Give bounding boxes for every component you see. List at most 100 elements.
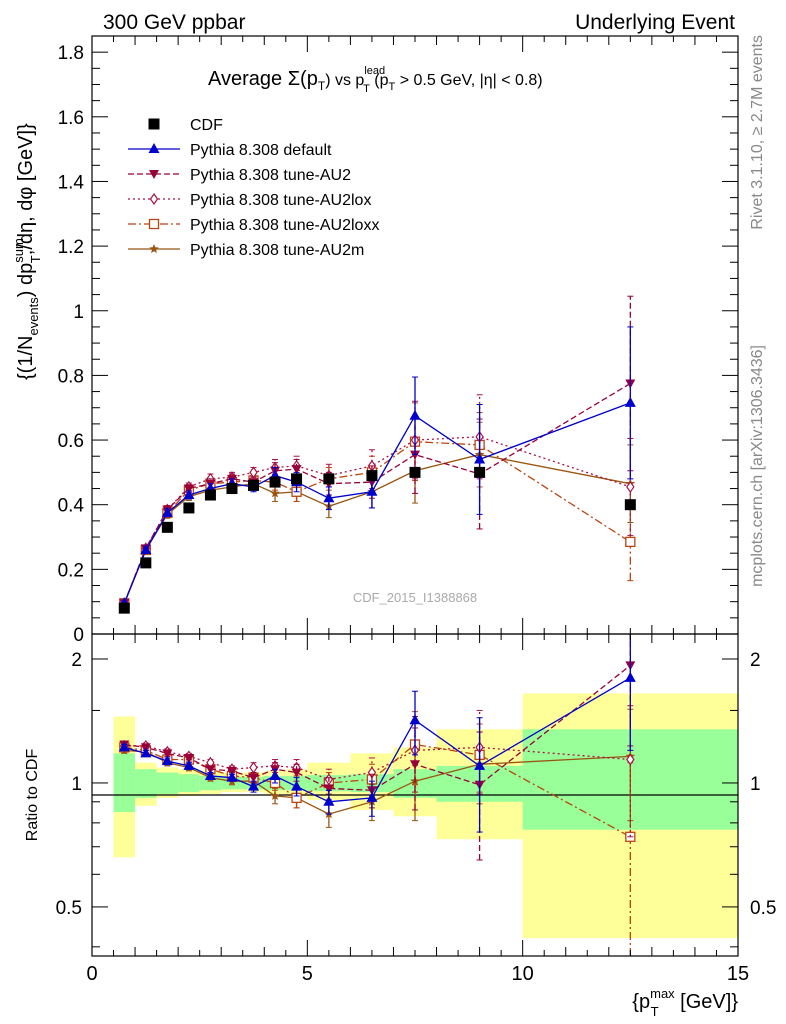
legend-entry-cdf: CDF xyxy=(148,117,223,134)
main-series xyxy=(118,295,636,614)
legend-label-au2loxx: Pythia 8.308 tune-AU2loxx xyxy=(190,217,379,234)
legend-label-au2m: Pythia 8.308 tune-AU2m xyxy=(190,242,364,259)
ratio-xtick-label: 10 xyxy=(512,963,534,985)
main-point-au2loxx xyxy=(625,536,636,548)
main-point-cdf xyxy=(323,473,335,485)
main-ytick-label: 0.6 xyxy=(58,431,84,452)
ratio-ytick-label: 1 xyxy=(71,774,82,795)
main-series-cdf xyxy=(118,466,636,614)
main-point-cdf xyxy=(248,479,259,491)
main-frame xyxy=(91,35,739,635)
main-ytick-label: 1.4 xyxy=(58,172,85,193)
legend-marker-au2m xyxy=(149,244,159,253)
main-point-default xyxy=(624,396,636,407)
main-line-default xyxy=(123,402,631,604)
ratio-point-default xyxy=(269,769,281,780)
main-panel: 0 0.2 0.4 0.6 0.8 1 1.2 1.4 1.6 1.8 CDF_2015_I138… xyxy=(11,35,739,646)
legend-entry-au2m: Pythia 8.308 tune-AU2m xyxy=(128,242,364,259)
main-point-default xyxy=(323,492,335,503)
ratio-ticks xyxy=(91,634,739,956)
ratio-ytick-label: 2 xyxy=(71,650,82,671)
ratio-point-default xyxy=(226,771,238,782)
legend-entry-au2loxx: Pythia 8.308 tune-AU2loxx xyxy=(128,217,379,234)
ratio-bands xyxy=(113,693,738,939)
legend-marker-au2 xyxy=(149,170,159,179)
ratio-point-au2lox xyxy=(249,761,258,774)
ratio-band-inner xyxy=(135,769,157,798)
main-ytick-label: 1 xyxy=(73,302,84,323)
ratio-series xyxy=(118,633,636,957)
main-line-au2loxx xyxy=(123,441,631,604)
main-point-default xyxy=(140,543,152,554)
main-point-default xyxy=(183,489,195,500)
main-point-default xyxy=(474,453,486,464)
ratio-point-default xyxy=(323,795,335,806)
main-point-cdf xyxy=(291,473,303,485)
main-point-cdf xyxy=(269,476,281,488)
watermark: CDF_2015_I1388868 xyxy=(353,590,477,605)
main-series-au2lox xyxy=(120,394,635,610)
main-ytick-label: 1.8 xyxy=(58,43,84,64)
legend-entry-default: Pythia 8.308 default xyxy=(128,142,332,159)
header-left: 300 GeV ppbar xyxy=(103,11,245,34)
ratio-point-default xyxy=(474,759,486,770)
main-line-au2lox xyxy=(123,436,631,604)
main-point-cdf xyxy=(118,602,130,614)
ratio-point-au2 xyxy=(183,753,194,763)
mcplots-label: mcplots.cern.ch [arXiv:1306.3436] xyxy=(749,345,766,587)
main-point-cdf xyxy=(161,521,173,533)
main-series-au2 xyxy=(119,295,636,609)
ratio-point-default xyxy=(183,759,195,770)
ratio-tick-labels: 0.5 0.5 1 1 2 2 0 5 10 15 xyxy=(56,650,777,985)
main-series-au2m xyxy=(119,421,636,608)
ratio-point-au2 xyxy=(248,773,259,783)
ratio-band-inner xyxy=(113,753,136,813)
main-point-default xyxy=(366,485,378,496)
ratio-xtick-label: 0 xyxy=(86,963,97,985)
main-point-cdf xyxy=(624,499,636,511)
ratio-point-default xyxy=(161,755,173,766)
legend-marker-au2loxx xyxy=(148,218,160,230)
ratio-xtick-label: 15 xyxy=(727,963,749,985)
main-series-au2loxx xyxy=(119,402,636,609)
ratio-point-default xyxy=(204,769,216,780)
ratio-point-au2 xyxy=(291,768,302,778)
ratio-point-au2 xyxy=(226,766,237,776)
main-point-cdf xyxy=(409,466,421,478)
ratio-ytick-label-right: 0.5 xyxy=(750,898,776,919)
main-ytick-label: 1.6 xyxy=(58,108,84,129)
ratio-point-default xyxy=(140,747,152,758)
legend-entry-au2: Pythia 8.308 tune-AU2 xyxy=(128,167,351,184)
ratio-band-inner xyxy=(156,772,179,795)
main-point-cdf xyxy=(204,489,216,501)
main-ytick-labels: 0 0.2 0.4 0.6 0.8 1 1.2 1.4 1.6 1.8 xyxy=(58,43,85,646)
ratio-ytick-label: 0.5 xyxy=(56,898,82,919)
ratio-point-au2m xyxy=(270,790,280,800)
main-point-default xyxy=(161,506,173,517)
ratio-band-inner xyxy=(199,775,222,791)
main-ytick-label: 0.4 xyxy=(58,496,85,517)
ratio-panel: 0.5 0.5 1 1 2 2 0 5 10 15 Ratio to CDF {pmax T [Ge… xyxy=(24,633,777,1019)
ratio-point-au2lox xyxy=(626,753,635,766)
main-ticks xyxy=(91,36,739,635)
ratio-point-default xyxy=(118,741,130,752)
ratio-point-default xyxy=(291,780,303,791)
legend-label-cdf: CDF xyxy=(190,117,223,134)
ratio-point-default xyxy=(624,671,636,682)
ratio-xtick-label: 5 xyxy=(302,963,313,985)
main-point-au2lox xyxy=(626,480,635,493)
main-point-au2m xyxy=(270,488,280,498)
ratio-point-au2 xyxy=(205,765,216,775)
ratio-point-au2 xyxy=(323,784,334,794)
main-ytick-label: 0 xyxy=(73,625,84,646)
ratio-band-inner xyxy=(178,774,200,793)
main-ytick-label: 1.2 xyxy=(58,237,84,258)
ratio-point-default xyxy=(409,714,421,725)
main-ytick-label: 0.8 xyxy=(58,366,84,387)
ratio-point-au2 xyxy=(410,760,420,770)
ratio-point-default xyxy=(248,780,259,791)
main-point-cdf xyxy=(183,502,195,514)
legend-marker-cdf xyxy=(148,118,160,130)
main-title: Average Σ(pT) vs plead T (pT > 0.5 GeV, |… xyxy=(208,65,543,95)
